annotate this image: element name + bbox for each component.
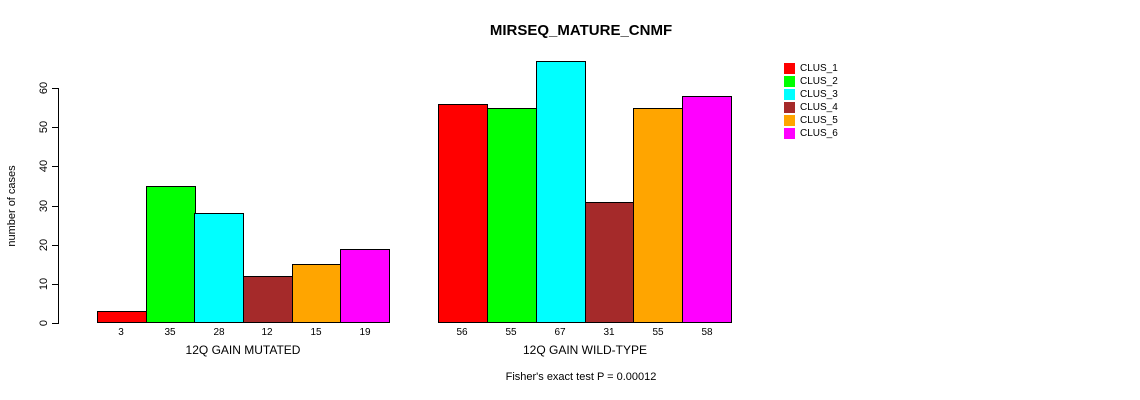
legend-label-clus_5: CLUS_5 xyxy=(800,115,838,126)
y-tick-10 xyxy=(52,284,59,285)
bar-value-label: 55 xyxy=(652,327,664,338)
legend: CLUS_1 CLUS_2 CLUS_3 CLUS_4 CLUS_5 CLUS_6 xyxy=(784,62,838,140)
bar-clus_3-mutated xyxy=(194,213,244,323)
bar-value-label: 19 xyxy=(359,327,371,338)
fisher-test-annotation: Fisher's exact test P = 0.00012 xyxy=(505,371,657,383)
bar-value-label: 58 xyxy=(701,327,713,338)
bar-value-label: 67 xyxy=(554,327,566,338)
bar-value-label: 55 xyxy=(505,327,517,338)
legend-item-clus_4: CLUS_4 xyxy=(784,101,838,114)
bar-clus_1-wildtype xyxy=(438,104,488,323)
x-axis-title-wildtype: 12Q GAIN WILD-TYPE xyxy=(522,343,648,357)
y-tick-label-60: 60 xyxy=(38,81,50,95)
y-tick-0 xyxy=(52,323,59,324)
y-axis-title: number of cases xyxy=(6,165,18,247)
bar-value-label: 15 xyxy=(310,327,322,338)
legend-item-clus_6: CLUS_6 xyxy=(784,127,838,140)
legend-swatch-clus_1 xyxy=(784,63,795,74)
bar-value-label: 31 xyxy=(603,327,615,338)
bar-clus_1-mutated xyxy=(97,311,147,323)
bar-value-label: 35 xyxy=(164,327,176,338)
bar-clus_4-mutated xyxy=(243,276,293,323)
legend-label-clus_4: CLUS_4 xyxy=(800,102,838,113)
bar-clus_6-wildtype xyxy=(682,96,732,323)
y-tick-50 xyxy=(52,127,59,128)
y-tick-20 xyxy=(52,245,59,246)
bar-clus_6-mutated xyxy=(340,249,390,323)
legend-item-clus_5: CLUS_5 xyxy=(784,114,838,127)
bar-clus_2-wildtype xyxy=(487,108,537,323)
bar-value-label: 12 xyxy=(261,327,273,338)
chart-title: MIRSEQ_MATURE_CNMF xyxy=(489,22,673,39)
bar-value-label: 56 xyxy=(456,327,468,338)
y-tick-label-20: 20 xyxy=(38,238,50,252)
bar-value-label: 28 xyxy=(213,327,225,338)
y-tick-40 xyxy=(52,166,59,167)
y-tick-60 xyxy=(52,88,59,89)
bar-clus_4-wildtype xyxy=(585,202,635,323)
legend-label-clus_3: CLUS_3 xyxy=(800,89,838,100)
bar-clus_5-mutated xyxy=(292,264,342,323)
legend-swatch-clus_3 xyxy=(784,89,795,100)
y-tick-30 xyxy=(52,206,59,207)
x-axis-title-mutated: 12Q GAIN MUTATED xyxy=(185,343,301,357)
bar-clus_5-wildtype xyxy=(633,108,683,323)
legend-label-clus_1: CLUS_1 xyxy=(800,63,838,74)
legend-swatch-clus_4 xyxy=(784,102,795,113)
bar-value-label: 3 xyxy=(118,327,124,338)
legend-swatch-clus_2 xyxy=(784,76,795,87)
legend-item-clus_2: CLUS_2 xyxy=(784,75,838,88)
legend-swatch-clus_6 xyxy=(784,128,795,139)
y-tick-label-0: 0 xyxy=(38,319,50,327)
legend-label-clus_2: CLUS_2 xyxy=(800,76,838,87)
y-tick-label-10: 10 xyxy=(38,277,50,291)
bar-clus_2-mutated xyxy=(146,186,196,323)
bar-clus_3-wildtype xyxy=(536,61,586,323)
y-tick-label-30: 30 xyxy=(38,199,50,213)
legend-swatch-clus_5 xyxy=(784,115,795,126)
y-tick-label-50: 50 xyxy=(38,120,50,134)
legend-item-clus_3: CLUS_3 xyxy=(784,88,838,101)
y-tick-label-40: 40 xyxy=(38,159,50,173)
legend-item-clus_1: CLUS_1 xyxy=(784,62,838,75)
legend-label-clus_6: CLUS_6 xyxy=(800,128,838,139)
